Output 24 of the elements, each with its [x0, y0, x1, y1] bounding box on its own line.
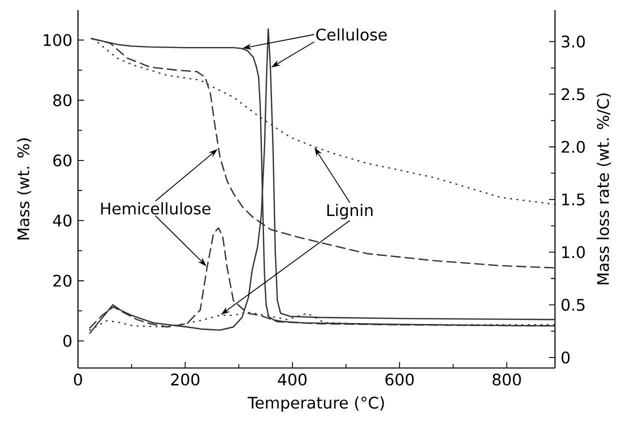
y-tick-label: 60 — [53, 154, 72, 166]
y2-axis-title: Mass loss rate (wt. %/C) — [596, 94, 611, 284]
y-tick-label: 80 — [53, 94, 72, 106]
x-axis-title: Temperature (°C) — [248, 396, 384, 412]
annotation: Lignin — [327, 204, 373, 220]
y2-tick-label: 3.0 — [562, 36, 585, 48]
x-tick-label: 400 — [278, 374, 307, 386]
y2-tick-label: 1.0 — [562, 246, 585, 258]
annotation: Hemicellulose — [101, 202, 210, 215]
y-tick-label: 0 — [63, 334, 72, 347]
y-axis-title: Mass (wt. %) — [17, 138, 32, 240]
y2-tick-label: 0 — [562, 351, 570, 364]
y-tick-label: 40 — [52, 214, 72, 227]
x-tick-label: 200 — [171, 374, 200, 386]
y-tick-label: 20 — [53, 274, 72, 287]
y-tick-label: 100 — [44, 34, 72, 46]
x-tick-label: 800 — [492, 374, 521, 386]
annotation: Cellulose — [316, 28, 387, 41]
y2-tick-label: 2.0 — [562, 140, 585, 153]
x-tick-label: 600 — [385, 374, 414, 386]
x-tick-label: 0 — [74, 374, 82, 386]
y2-tick-label: 0.5 — [562, 298, 584, 311]
y2-tick-label: 1.5 — [562, 194, 584, 206]
y2-tick-label: 2.5 — [562, 88, 584, 100]
